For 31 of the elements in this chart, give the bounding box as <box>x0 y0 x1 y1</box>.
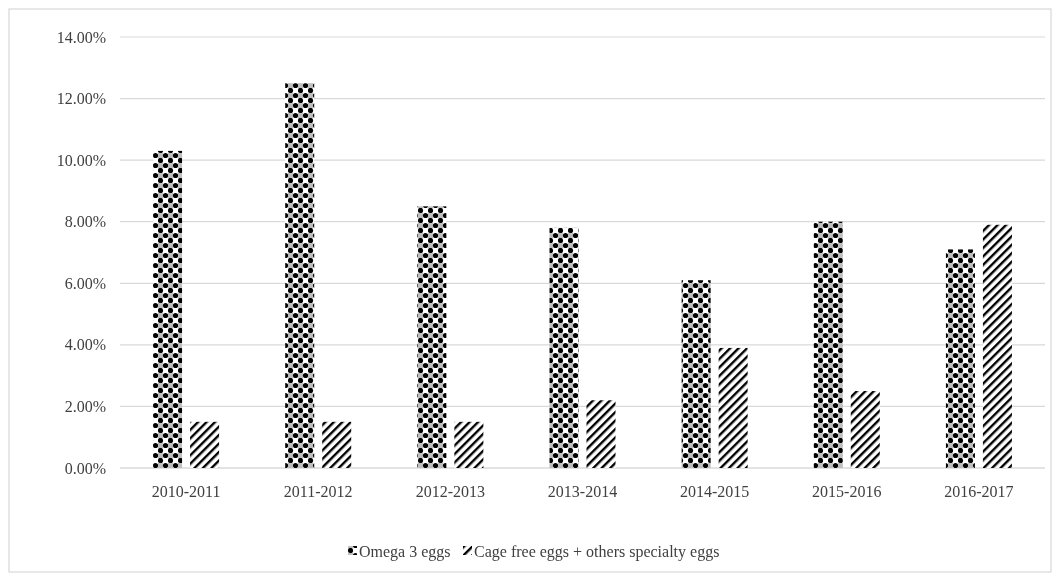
bar <box>813 221 843 468</box>
y-tick-label: 10.00% <box>56 151 106 169</box>
bar <box>153 150 183 468</box>
bar <box>190 421 220 468</box>
x-tick-label: 2013-2014 <box>547 483 618 500</box>
y-tick-label: 14.00% <box>56 28 106 46</box>
bar <box>454 421 484 468</box>
legend-label: Omega 3 eggs <box>359 542 451 561</box>
x-tick-label: 2015-2016 <box>812 483 882 500</box>
bar <box>549 227 579 468</box>
y-tick-label: 4.00% <box>64 336 106 354</box>
y-tick-label: 6.00% <box>64 274 106 292</box>
bar <box>945 249 975 468</box>
bar <box>586 400 616 468</box>
bar <box>850 391 880 468</box>
bar <box>417 206 447 468</box>
y-tick-label: 12.00% <box>56 90 106 108</box>
y-tick-label: 0.00% <box>64 459 106 477</box>
x-tick-label: 2011-2012 <box>283 483 353 500</box>
x-tick-label: 2010-2011 <box>151 483 221 500</box>
bar <box>285 83 315 468</box>
x-tick-label: 2016-2017 <box>944 483 1014 500</box>
bar <box>718 347 748 468</box>
x-tick-label: 2012-2013 <box>415 483 486 500</box>
bar <box>681 280 711 468</box>
legend-label: Cage free eggs + others specialty eggs <box>474 542 720 561</box>
y-tick-label: 2.00% <box>64 398 106 416</box>
bar <box>982 224 1012 468</box>
x-tick-label: 2014-2015 <box>679 483 750 500</box>
bar <box>322 421 352 468</box>
y-tick-label: 8.00% <box>64 213 106 231</box>
